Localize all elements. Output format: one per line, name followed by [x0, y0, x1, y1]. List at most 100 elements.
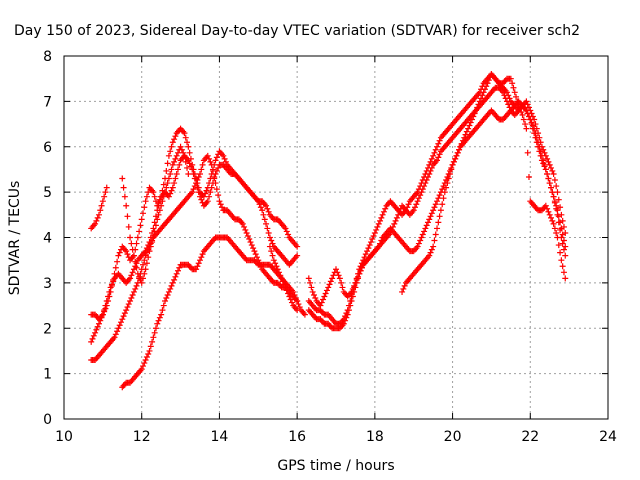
data-point-marker	[317, 302, 324, 309]
data-point-marker	[97, 207, 104, 214]
data-point-marker	[203, 187, 210, 194]
data-point-marker	[366, 242, 373, 249]
data-point-marker	[550, 220, 557, 227]
data-point-marker	[120, 313, 127, 320]
data-point-marker	[206, 193, 213, 200]
data-point-marker	[559, 263, 566, 270]
data-point-marker	[399, 288, 406, 295]
data-point-marker	[160, 193, 167, 200]
data-point-marker	[174, 149, 181, 156]
data-point-marker	[127, 298, 134, 305]
data-point-marker	[269, 252, 276, 259]
data-point-marker	[138, 366, 145, 373]
data-point-marker	[336, 275, 343, 282]
data-point-marker	[222, 158, 229, 165]
data-point-marker	[129, 291, 136, 298]
data-point-marker	[212, 157, 219, 164]
data-point-marker	[349, 293, 356, 300]
data-point-marker	[244, 232, 251, 239]
data-point-marker	[207, 158, 214, 165]
data-point-marker	[422, 180, 429, 187]
data-point-marker	[326, 281, 333, 288]
data-point-marker	[356, 270, 363, 277]
data-point-marker	[125, 301, 132, 308]
data-point-marker	[186, 149, 193, 156]
data-point-marker	[323, 287, 330, 294]
data-point-marker	[377, 217, 384, 224]
data-point-marker	[387, 229, 394, 236]
data-point-marker	[184, 139, 191, 146]
data-point-marker	[388, 226, 395, 233]
data-point-marker	[502, 95, 509, 102]
data-point-marker	[264, 205, 271, 212]
data-point-marker	[531, 125, 538, 132]
data-point-marker	[186, 160, 193, 167]
data-point-marker	[150, 234, 157, 241]
data-point-marker	[150, 189, 157, 196]
data-point-marker	[165, 193, 172, 200]
data-point-marker	[538, 152, 545, 159]
data-point-marker	[524, 110, 531, 117]
data-point-marker	[348, 298, 355, 305]
data-point-marker	[140, 363, 147, 370]
data-point-marker	[462, 131, 469, 138]
data-point-marker	[172, 133, 179, 140]
data-point-marker	[164, 291, 171, 298]
data-point-marker	[528, 119, 535, 126]
data-point-marker	[343, 314, 350, 321]
data-point-marker	[257, 204, 264, 211]
data-point-marker	[114, 328, 121, 335]
data-point-marker	[290, 288, 297, 295]
data-point-marker	[195, 260, 202, 267]
data-point-marker	[167, 148, 174, 155]
data-point-marker	[216, 198, 223, 205]
data-point-marker	[251, 248, 258, 255]
data-point-marker	[163, 295, 170, 301]
data-point-marker	[174, 166, 181, 173]
data-point-marker	[127, 275, 134, 282]
data-point-marker	[185, 170, 192, 177]
data-point-marker	[162, 298, 169, 305]
data-point-marker	[127, 234, 134, 241]
data-point-marker	[551, 199, 558, 206]
data-point-marker	[549, 217, 556, 224]
data-point-marker	[265, 229, 272, 236]
data-point-marker	[213, 154, 220, 161]
data-point-marker	[446, 170, 453, 177]
y-tick-label: 1	[43, 367, 52, 383]
data-point-marker	[243, 229, 250, 236]
data-point-marker	[169, 161, 176, 168]
data-point-marker	[178, 146, 185, 153]
data-point-marker	[345, 307, 352, 314]
data-point-marker	[268, 237, 275, 244]
data-point-marker	[436, 137, 443, 144]
data-point-marker	[439, 201, 446, 208]
data-point-marker	[149, 338, 156, 345]
x-axis-label: GPS time / hours	[277, 458, 394, 474]
data-point-marker	[143, 353, 150, 360]
data-point-marker	[154, 216, 161, 223]
data-point-marker	[428, 155, 435, 162]
data-point-marker	[529, 122, 536, 129]
data-point-marker	[546, 161, 553, 168]
data-point-marker	[418, 189, 425, 196]
data-point-marker	[395, 211, 402, 218]
data-point-marker	[156, 314, 163, 321]
data-point-marker	[176, 161, 183, 168]
data-point-marker	[554, 234, 561, 241]
data-point-marker	[250, 245, 257, 252]
data-point-marker	[132, 285, 139, 292]
data-point-marker	[412, 204, 419, 211]
data-point-marker	[330, 272, 337, 279]
data-point-marker	[142, 198, 149, 205]
data-point-marker	[483, 83, 490, 90]
data-point-marker	[465, 125, 472, 132]
data-point-marker	[373, 226, 380, 233]
data-point-marker	[428, 164, 435, 171]
data-point-marker	[169, 279, 176, 286]
data-point-marker	[219, 204, 226, 211]
data-point-marker	[266, 234, 273, 241]
y-tick-label: 4	[43, 231, 52, 247]
data-point-marker	[193, 180, 200, 187]
series-trace-e	[88, 184, 110, 232]
